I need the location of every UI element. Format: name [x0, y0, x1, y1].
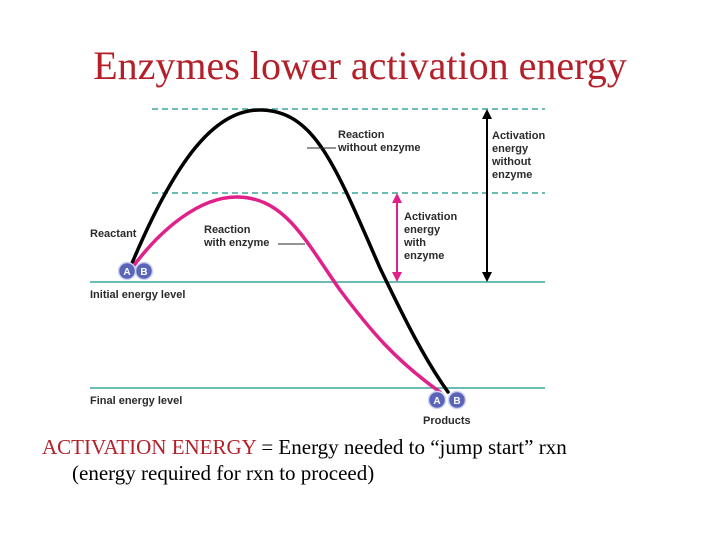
label-activation-with: Activation energy with enzyme [403, 211, 460, 262]
label-reaction-without-enzyme: Reaction without enzyme [337, 129, 421, 154]
caption-term: ACTIVATION ENERGY [42, 435, 257, 459]
reactant-molecules: A B [117, 261, 154, 281]
label-reaction-with-enzyme: Reaction with enzyme [203, 224, 269, 249]
label-activation-without: Activation energy without enzyme [491, 130, 548, 181]
label-initial-energy-level: Initial energy level [90, 289, 185, 301]
reactant-ball-b: B [140, 267, 147, 278]
caption-definition: = Energy needed to “jump start” rxn [256, 435, 567, 459]
curve-without-enzyme [128, 108, 450, 394]
product-molecules: A B [427, 390, 467, 410]
caption: ACTIVATION ENERGY = Energy needed to “ju… [42, 434, 702, 486]
product-ball-b: B [453, 396, 460, 407]
curve-with-enzyme [130, 195, 442, 394]
caption-line2: (energy required for rxn to proceed) [72, 461, 375, 485]
label-final-energy-level: Final energy level [90, 395, 182, 407]
reactant-ball-a: A [123, 267, 130, 278]
label-reactant: Reactant [90, 228, 137, 240]
product-ball-a: A [433, 396, 440, 407]
slide-title: Enzymes lower activation energy [93, 43, 627, 88]
label-products: Products [423, 415, 471, 427]
